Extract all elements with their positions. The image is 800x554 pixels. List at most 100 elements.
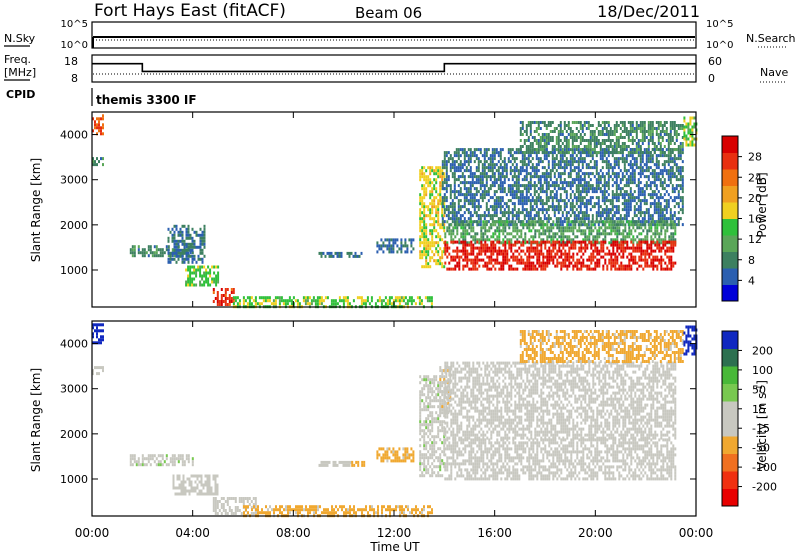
data-cell — [515, 223, 518, 227]
data-cell — [201, 274, 204, 278]
data-cell — [498, 232, 501, 236]
data-cell — [425, 247, 428, 251]
data-cell — [652, 220, 655, 224]
data-cell — [496, 238, 499, 242]
data-cell — [224, 297, 227, 300]
data-cell — [455, 217, 458, 221]
data-cell — [532, 267, 535, 271]
data-cell — [482, 249, 485, 253]
data-cell — [492, 249, 495, 253]
data-cell — [475, 178, 478, 182]
data-cell — [201, 260, 204, 264]
data-cell — [534, 246, 537, 250]
data-cell — [505, 175, 508, 179]
data-cell — [639, 172, 642, 176]
data-cell — [613, 175, 616, 179]
data-cell — [611, 193, 614, 197]
data-cell — [426, 296, 429, 300]
data-cell — [669, 157, 672, 161]
data-cell — [651, 133, 654, 136]
data-cell — [659, 130, 662, 133]
data-cell — [657, 214, 660, 218]
data-cell — [567, 133, 570, 136]
data-cell — [541, 148, 544, 151]
data-cell — [575, 208, 578, 212]
data-cell — [587, 217, 590, 221]
data-cell — [492, 220, 495, 224]
data-cell — [524, 252, 527, 256]
data-cell — [185, 230, 188, 234]
data-cell — [451, 205, 454, 209]
data-cell — [593, 151, 596, 154]
data-cell — [376, 250, 379, 254]
data-cell — [453, 163, 456, 167]
data-cell — [615, 121, 618, 124]
data-cell — [526, 258, 529, 262]
data-cell — [644, 235, 647, 239]
data-cell — [201, 239, 204, 243]
data-cell — [193, 242, 196, 246]
data-cell — [514, 258, 517, 262]
data-cell — [439, 202, 442, 206]
data-cell — [471, 178, 474, 182]
data-cell — [505, 163, 508, 167]
data-cell — [669, 148, 672, 151]
data-cell — [671, 166, 674, 170]
data-cell — [613, 211, 616, 215]
data-cell — [368, 302, 371, 306]
data-cell — [669, 121, 672, 124]
data-cell — [679, 127, 682, 130]
data-cell — [607, 181, 610, 185]
data-cell — [427, 253, 430, 257]
data-cell — [592, 241, 595, 245]
data-cell — [556, 240, 559, 244]
data-cell — [498, 226, 501, 230]
data-cell — [651, 214, 654, 218]
data-cell — [625, 133, 628, 136]
data-cell — [679, 172, 682, 176]
data-cell — [292, 296, 295, 300]
data-cell — [216, 300, 219, 303]
data-cell — [624, 246, 627, 250]
data-cell — [444, 235, 447, 239]
data-cell — [195, 233, 198, 237]
data-cell — [511, 202, 514, 206]
data-cell — [336, 254, 339, 258]
data-cell — [523, 184, 526, 188]
data-cell — [537, 121, 540, 124]
data-cell — [149, 248, 152, 252]
data-cell — [572, 240, 575, 244]
data-cell — [173, 242, 176, 246]
data-cell — [560, 252, 563, 256]
data-cell — [193, 283, 196, 287]
data-cell — [481, 154, 484, 158]
data-cell — [489, 163, 492, 167]
data-cell — [437, 220, 440, 224]
data-cell — [133, 457, 136, 461]
data-cell — [589, 160, 592, 164]
data-cell — [167, 245, 170, 249]
data-cell — [513, 202, 516, 206]
data-cell — [392, 238, 395, 242]
data-cell — [562, 246, 565, 250]
data-cell — [195, 260, 198, 264]
data-cell — [561, 199, 564, 203]
data-cell — [595, 145, 598, 148]
data-cell — [394, 241, 397, 245]
data-cell — [623, 136, 626, 139]
data-cell — [522, 267, 525, 271]
data-cell — [566, 226, 569, 230]
data-cell — [659, 202, 662, 206]
data-cell — [517, 178, 520, 182]
data-cell — [201, 248, 204, 252]
data-cell — [635, 160, 638, 164]
data-cell — [557, 184, 560, 188]
data-cell — [635, 133, 638, 136]
data-cell — [666, 226, 669, 230]
data-cell — [471, 205, 474, 209]
data-cell — [637, 187, 640, 191]
data-cell — [605, 157, 608, 161]
data-cell — [578, 220, 581, 224]
data-cell — [579, 148, 582, 151]
